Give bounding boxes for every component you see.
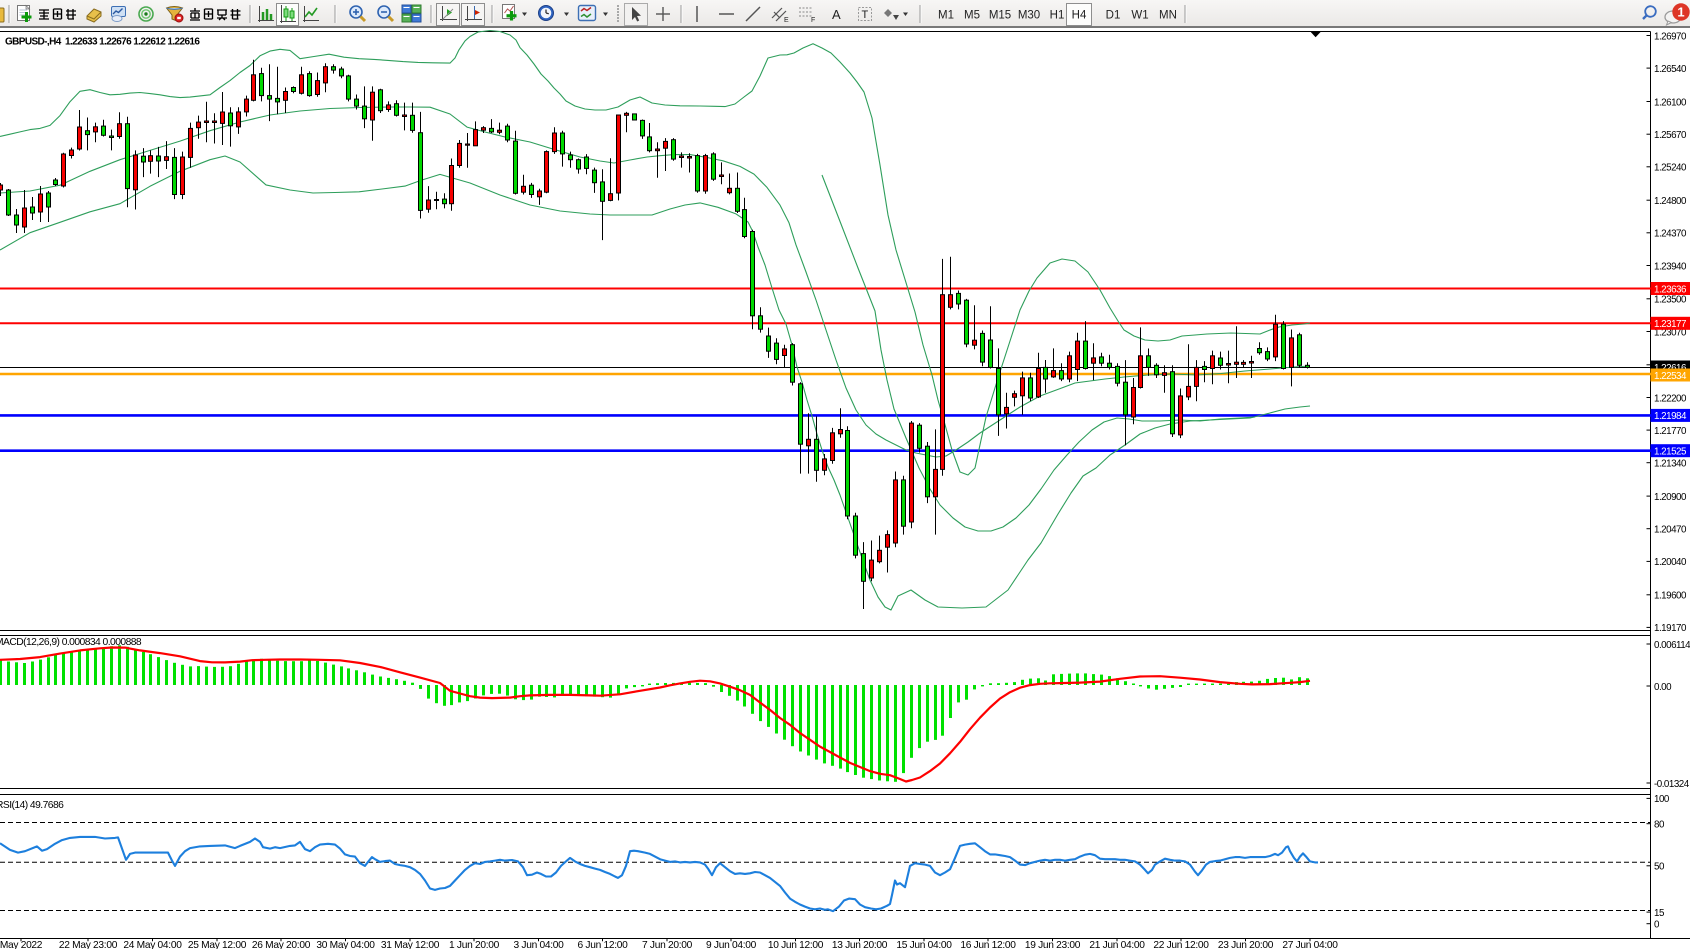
svg-text:1.24800: 1.24800 <box>1654 196 1687 207</box>
svg-text:30 May 04:00: 30 May 04:00 <box>316 940 375 949</box>
svg-text:1.25670: 1.25670 <box>1654 130 1687 141</box>
svg-text:1.23636: 1.23636 <box>1654 284 1687 295</box>
svg-text:1.21984: 1.21984 <box>1654 411 1687 422</box>
svg-text:31 May 12:00: 31 May 12:00 <box>381 940 440 949</box>
svg-text:10 Jun 12:00: 10 Jun 12:00 <box>768 940 824 949</box>
svg-text:1.25240: 1.25240 <box>1654 163 1687 174</box>
svg-text:0.006114: 0.006114 <box>1654 640 1690 651</box>
svg-text:1.26100: 1.26100 <box>1654 97 1687 108</box>
svg-text:1: 1 <box>1677 5 1684 20</box>
svg-text:M1: M1 <box>938 10 954 22</box>
svg-text:1.23500: 1.23500 <box>1654 295 1687 306</box>
svg-text:1.21770: 1.21770 <box>1654 426 1687 437</box>
svg-text:7 Jun 20:00: 7 Jun 20:00 <box>642 940 693 949</box>
svg-text:1.20900: 1.20900 <box>1654 492 1687 503</box>
svg-text:T: T <box>862 9 869 21</box>
svg-text:D1: D1 <box>1106 10 1121 22</box>
svg-text:M15: M15 <box>989 10 1011 22</box>
svg-text:1.19170: 1.19170 <box>1654 623 1687 634</box>
svg-text:M30: M30 <box>1018 10 1040 22</box>
svg-text:E: E <box>784 17 789 24</box>
svg-text:MACD(12,26,9) 0.000834 0.00088: MACD(12,26,9) 0.000834 0.000888 <box>0 637 142 648</box>
svg-text:0: 0 <box>1654 920 1660 931</box>
svg-text:1.21525: 1.21525 <box>1654 447 1687 458</box>
svg-text:24 May 04:00: 24 May 04:00 <box>123 940 182 949</box>
svg-text:15 Jun 04:00: 15 Jun 04:00 <box>896 940 952 949</box>
svg-text:50: 50 <box>1654 862 1665 873</box>
svg-text:26 May 20:00: 26 May 20:00 <box>252 940 311 949</box>
svg-text:1.22200: 1.22200 <box>1654 393 1687 404</box>
svg-text:19 Jun 23:00: 19 Jun 23:00 <box>1025 940 1081 949</box>
svg-text:1.19600: 1.19600 <box>1654 591 1687 602</box>
svg-text:1 Jun 20:00: 1 Jun 20:00 <box>449 940 500 949</box>
svg-text:RSI(14) 49.7686: RSI(14) 49.7686 <box>0 800 64 811</box>
svg-text:22 May 23:00: 22 May 23:00 <box>59 940 118 949</box>
svg-text:22 Jun 12:00: 22 Jun 12:00 <box>1153 940 1209 949</box>
svg-text:21 Jun 04:00: 21 Jun 04:00 <box>1089 940 1145 949</box>
svg-text:MN: MN <box>1159 10 1177 22</box>
svg-text:27 Jun 04:00: 27 Jun 04:00 <box>1282 940 1338 949</box>
svg-text:A: A <box>832 7 841 22</box>
svg-text:H1: H1 <box>1050 10 1065 22</box>
svg-text:9 Jun 04:00: 9 Jun 04:00 <box>706 940 757 949</box>
svg-text:16 Jun 12:00: 16 Jun 12:00 <box>960 940 1016 949</box>
svg-text:1.24370: 1.24370 <box>1654 229 1687 240</box>
svg-text:GBPUSD-,H4 1.22633 1.22676 1.: GBPUSD-,H4 1.22633 1.22676 1.22612 1.226… <box>5 37 200 48</box>
svg-text:6 Jun 12:00: 6 Jun 12:00 <box>578 940 629 949</box>
svg-text:1.26540: 1.26540 <box>1654 64 1687 75</box>
svg-text:100: 100 <box>1654 794 1670 805</box>
svg-text:13 Jun 20:00: 13 Jun 20:00 <box>832 940 888 949</box>
svg-text:1.23070: 1.23070 <box>1654 327 1687 338</box>
svg-text:1.22616: 1.22616 <box>1654 363 1687 374</box>
svg-text:1.26970: 1.26970 <box>1654 31 1687 42</box>
svg-text:15: 15 <box>1654 908 1665 919</box>
svg-text:80: 80 <box>1654 820 1665 831</box>
svg-text:1.23940: 1.23940 <box>1654 261 1687 272</box>
svg-text:H4: H4 <box>1072 10 1087 22</box>
svg-text:1.22534: 1.22534 <box>1654 371 1687 382</box>
svg-text:W1: W1 <box>1131 10 1148 22</box>
svg-text:1.21340: 1.21340 <box>1654 459 1687 470</box>
svg-text:23 Jun 20:00: 23 Jun 20:00 <box>1218 940 1274 949</box>
svg-text:1.23177: 1.23177 <box>1654 319 1686 330</box>
svg-text:M5: M5 <box>964 10 980 22</box>
svg-text:May 2022: May 2022 <box>0 940 43 949</box>
svg-text:-0.01324: -0.01324 <box>1654 779 1690 790</box>
svg-text:1.20470: 1.20470 <box>1654 525 1687 536</box>
svg-text:F: F <box>811 17 815 24</box>
svg-text:3 Jun 04:00: 3 Jun 04:00 <box>514 940 565 949</box>
svg-text:1.20040: 1.20040 <box>1654 557 1687 568</box>
svg-text:0.00: 0.00 <box>1654 682 1672 693</box>
svg-text:25 May 12:00: 25 May 12:00 <box>188 940 247 949</box>
